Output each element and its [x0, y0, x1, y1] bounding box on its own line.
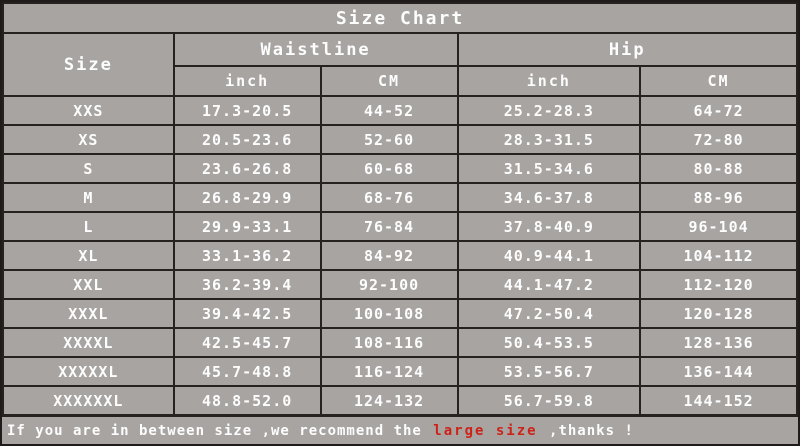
- sub-header-row: inch CM inch CM: [3, 65, 798, 97]
- table-row: XXXXL 42.5-45.7 108-116 50.4-53.5 128-136: [2, 327, 798, 358]
- cell-waist-inch: 39.4-42.5: [172, 298, 322, 329]
- cell-size: XXXL: [2, 298, 175, 329]
- column-group-hip: Hip: [456, 32, 798, 67]
- cell-waist-cm: 124-132: [319, 385, 459, 416]
- column-group-waistline: Waistline: [172, 32, 459, 67]
- size-chart-table: Size Chart Size Waistline Hip inch CM in…: [2, 2, 798, 416]
- table-row: M 26.8-29.9 68-76 34.6-37.8 88-96: [2, 182, 798, 213]
- table-row: XL 33.1-36.2 84-92 40.9-44.1 104-112: [2, 240, 798, 271]
- cell-hip-inch: 25.2-28.3: [456, 95, 642, 126]
- size-table-body: XXS 17.3-20.5 44-52 25.2-28.3 64-72 XS 20.5-23…: [2, 95, 798, 416]
- cell-hip-cm: 144-152: [639, 385, 798, 416]
- cell-waist-cm: 92-100: [319, 269, 459, 300]
- cell-waist-inch: 36.2-39.4: [172, 269, 322, 300]
- cell-size: XXXXXL: [2, 356, 175, 387]
- cell-hip-cm: 136-144: [639, 356, 798, 387]
- recommendation-note: If you are in between size ,we recommend…: [2, 416, 798, 444]
- cell-hip-cm: 64-72: [639, 95, 798, 126]
- note-text-prefix: If you are in between size ,we recommend…: [7, 422, 432, 439]
- cell-hip-inch: 28.3-31.5: [456, 124, 642, 155]
- column-header-hip-cm: CM: [639, 65, 798, 97]
- cell-hip-inch: 56.7-59.8: [456, 385, 642, 416]
- cell-waist-inch: 33.1-36.2: [172, 240, 322, 271]
- cell-waist-inch: 42.5-45.7: [172, 327, 322, 358]
- cell-waist-inch: 29.9-33.1: [172, 211, 322, 242]
- cell-size: XXXXXXL: [2, 385, 175, 416]
- table-row: XXXXXL 45.7-48.8 116-124 53.5-56.7 136-144: [2, 356, 798, 387]
- page-title: Size Chart: [2, 2, 798, 34]
- cell-size: S: [2, 153, 175, 184]
- note-highlight-large-size: large size: [433, 422, 538, 439]
- cell-waist-cm: 116-124: [319, 356, 459, 387]
- column-header-hip-inch: inch: [456, 65, 642, 97]
- cell-waist-inch: 45.7-48.8: [172, 356, 322, 387]
- group-header-row: Size Waistline Hip: [2, 32, 798, 97]
- cell-hip-inch: 40.9-44.1: [456, 240, 642, 271]
- cell-hip-inch: 37.8-40.9: [456, 211, 642, 242]
- cell-waist-cm: 100-108: [319, 298, 459, 329]
- cell-size: XL: [2, 240, 175, 271]
- title-row: Size Chart: [2, 2, 798, 34]
- cell-hip-cm: 96-104: [639, 211, 798, 242]
- column-header-waist-cm: CM: [319, 65, 459, 97]
- cell-hip-inch: 34.6-37.8: [456, 182, 642, 213]
- column-header-waist-inch: inch: [172, 65, 322, 97]
- cell-hip-inch: 53.5-56.7: [456, 356, 642, 387]
- cell-waist-inch: 17.3-20.5: [172, 95, 322, 126]
- cell-size: XS: [2, 124, 175, 155]
- cell-hip-cm: 128-136: [639, 327, 798, 358]
- cell-waist-cm: 68-76: [319, 182, 459, 213]
- table-row: XXL 36.2-39.4 92-100 44.1-47.2 112-120: [2, 269, 798, 300]
- cell-hip-inch: 47.2-50.4: [456, 298, 642, 329]
- column-header-size: Size: [2, 32, 175, 97]
- cell-size: XXL: [2, 269, 175, 300]
- cell-waist-inch: 20.5-23.6: [172, 124, 322, 155]
- note-text-suffix: ,thanks !: [539, 422, 634, 439]
- cell-hip-inch: 31.5-34.6: [456, 153, 642, 184]
- table-row: XXXXXXL 48.8-52.0 124-132 56.7-59.8 144-152: [2, 385, 798, 416]
- cell-waist-inch: 26.8-29.9: [172, 182, 322, 213]
- cell-hip-cm: 88-96: [639, 182, 798, 213]
- cell-hip-inch: 50.4-53.5: [456, 327, 642, 358]
- cell-hip-cm: 112-120: [639, 269, 798, 300]
- cell-waist-cm: 108-116: [319, 327, 459, 358]
- table-row: XS 20.5-23.6 52-60 28.3-31.5 72-80: [2, 124, 798, 155]
- table-row: XXXL 39.4-42.5 100-108 47.2-50.4 120-128: [2, 298, 798, 329]
- table-row: S 23.6-26.8 60-68 31.5-34.6 80-88: [2, 153, 798, 184]
- cell-size: XXS: [2, 95, 175, 126]
- cell-hip-cm: 104-112: [639, 240, 798, 271]
- cell-waist-cm: 76-84: [319, 211, 459, 242]
- cell-waist-cm: 60-68: [319, 153, 459, 184]
- cell-hip-inch: 44.1-47.2: [456, 269, 642, 300]
- cell-hip-cm: 120-128: [639, 298, 798, 329]
- cell-hip-cm: 80-88: [639, 153, 798, 184]
- cell-waist-inch: 23.6-26.8: [172, 153, 322, 184]
- cell-size: M: [2, 182, 175, 213]
- table-row: L 29.9-33.1 76-84 37.8-40.9 96-104: [2, 211, 798, 242]
- cell-waist-cm: 44-52: [319, 95, 459, 126]
- cell-waist-cm: 52-60: [319, 124, 459, 155]
- cell-hip-cm: 72-80: [639, 124, 798, 155]
- cell-waist-inch: 48.8-52.0: [172, 385, 322, 416]
- cell-waist-cm: 84-92: [319, 240, 459, 271]
- cell-size: XXXXL: [2, 327, 175, 358]
- cell-size: L: [2, 211, 175, 242]
- table-row: XXS 17.3-20.5 44-52 25.2-28.3 64-72: [2, 95, 798, 126]
